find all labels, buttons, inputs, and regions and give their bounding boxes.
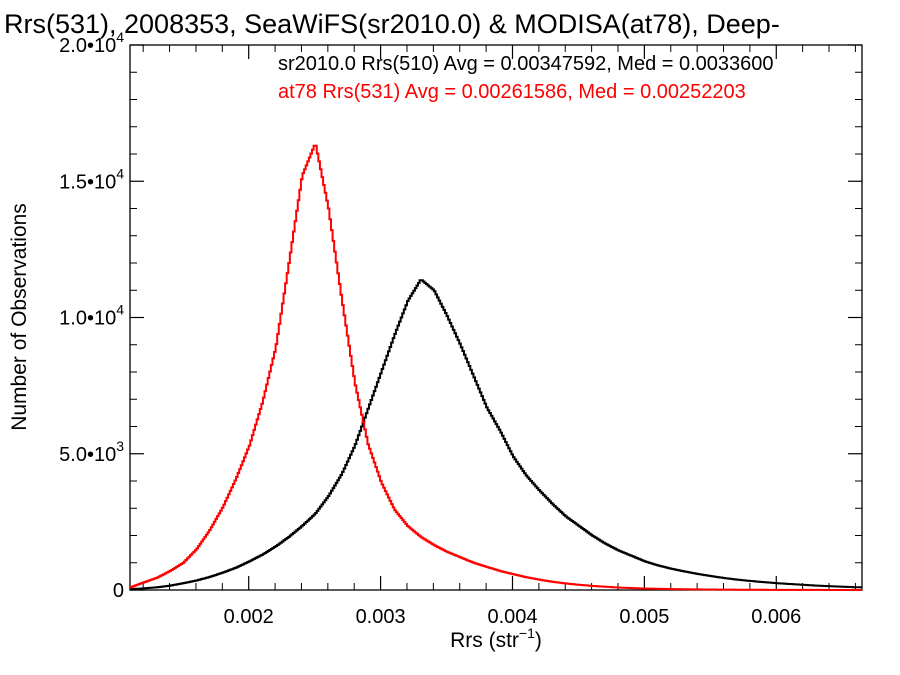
y-tick-label: 0 bbox=[113, 580, 124, 602]
y-tick-label-exponent: 4 bbox=[116, 302, 124, 318]
x-tick-label: 0.004 bbox=[487, 606, 537, 628]
plot-frame bbox=[129, 44, 863, 591]
x-axis-label-text: Rrs (str bbox=[450, 629, 519, 652]
y-tick-label-base: 5.0•10 bbox=[59, 444, 116, 466]
x-tick-label: 0.003 bbox=[356, 606, 406, 628]
x-tick-label: 0.002 bbox=[224, 606, 274, 628]
series-at78-line bbox=[130, 144, 862, 591]
y-tick-label-exponent: 4 bbox=[116, 165, 124, 181]
y-tick-label: 1.5•104 bbox=[59, 165, 124, 193]
x-axis-label: Rrs (str−1) bbox=[450, 625, 542, 652]
x-tick-label: 0.005 bbox=[619, 606, 669, 628]
y-tick-label: 2.0•104 bbox=[59, 29, 124, 57]
y-tick-label-exponent: 3 bbox=[116, 438, 124, 454]
series-layer bbox=[130, 144, 862, 591]
x-tick-label: 0.006 bbox=[751, 606, 801, 628]
x-axis: 0.002 0.003 0.004 0.005 0.006 bbox=[142, 45, 856, 628]
chart-title: Rrs(531), 2008353, SeaWiFS(sr2010.0) & M… bbox=[4, 9, 780, 39]
y-tick-label: 1.0•104 bbox=[59, 302, 124, 330]
x-axis-label-exponent: −1 bbox=[519, 625, 535, 641]
y-tick-label: 5.0•103 bbox=[59, 438, 124, 466]
y-tick-label-base: 1.5•10 bbox=[59, 171, 116, 193]
y-tick-label-base: 2.0•10 bbox=[59, 35, 116, 57]
y-tick-label-exponent: 4 bbox=[116, 29, 124, 45]
y-tick-label-base: 1.0•10 bbox=[59, 308, 116, 330]
legend-entry-at78: at78 Rrs(531) Avg = 0.00261586, Med = 0.… bbox=[278, 81, 746, 103]
series-sr2010-line bbox=[130, 279, 862, 591]
x-axis-label-close: ) bbox=[535, 629, 542, 652]
y-axis-label: Number of Observations bbox=[8, 203, 31, 431]
legend-entry-sr2010: sr2010.0 Rrs(510) Avg = 0.00347592, Med … bbox=[278, 53, 774, 75]
y-tick-label-base: 0 bbox=[113, 580, 124, 602]
